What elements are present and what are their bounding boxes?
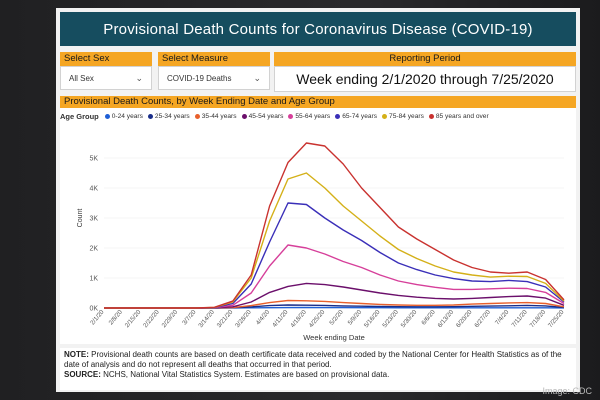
x-tick-label: 2/22/20 — [142, 308, 161, 329]
legend-label: 65-74 years — [342, 112, 378, 120]
x-tick-label: 6/20/20 — [455, 308, 474, 329]
legend-item[interactable]: 45-54 years — [241, 112, 284, 120]
chart-panel: Provisional Death Counts, by Week Ending… — [60, 96, 576, 344]
y-axis-label: Count — [77, 209, 84, 228]
dashboard-title: Provisional Death Counts for Coronavirus… — [60, 12, 576, 46]
reporting-period-value[interactable]: Week ending 2/1/2020 through 7/25/2020 — [274, 66, 576, 92]
x-tick-label: 7/18/20 — [528, 308, 547, 329]
y-tick-label: 2K — [89, 246, 98, 253]
y-tick-label: 4K — [89, 186, 98, 193]
x-tick-label: 7/25/20 — [547, 308, 566, 329]
x-tick-label: 4/11/20 — [271, 308, 290, 328]
legend-label: 75-84 years — [389, 112, 424, 120]
series-line-6 — [104, 202, 565, 309]
x-tick-label: 3/21/20 — [216, 308, 235, 329]
note-line: NOTE: Provisional death counts are based… — [64, 350, 572, 370]
x-tick-label: 5/2/20 — [328, 308, 345, 326]
y-tick-label: 3K — [89, 216, 98, 223]
select-sex-label: Select Sex — [60, 52, 152, 66]
legend-dot-icon — [288, 113, 294, 119]
legend-item[interactable]: 65-74 years — [335, 113, 377, 120]
legend-dot-icon — [147, 113, 153, 119]
select-sex-dropdown[interactable]: All Sex ⌄ — [60, 66, 152, 90]
x-tick-label: 5/30/20 — [400, 308, 419, 329]
legend-item[interactable]: 85 years and over — [428, 112, 489, 120]
y-tick-label: 1K — [89, 276, 98, 283]
dashboard-screen: Provisional Death Counts for Coronavirus… — [56, 8, 580, 392]
x-tick-label: 5/16/20 — [363, 308, 382, 329]
select-measure-dropdown[interactable]: COVID-19 Deaths ⌄ — [158, 66, 270, 90]
chart-title: Provisional Death Counts, by Week Ending… — [60, 96, 576, 108]
legend-dot-icon — [241, 113, 247, 119]
image-credit: Image: CDC — [542, 386, 592, 396]
legend-item[interactable]: 0-24 years — [104, 112, 143, 120]
legend-item[interactable]: 25-34 years — [147, 112, 190, 120]
legend-label: 0-24 years — [111, 112, 143, 120]
legend-item[interactable]: 35-44 years — [194, 112, 237, 120]
x-tick-label: 6/6/20 — [420, 308, 437, 326]
legend-label: 85 years and over — [435, 112, 489, 120]
x-tick-label: 4/18/20 — [289, 308, 308, 329]
x-tick-label: 5/23/20 — [381, 308, 400, 329]
legend-label: 45-54 years — [248, 112, 284, 120]
select-measure-value: COVID-19 Deaths — [167, 73, 232, 83]
source-line: SOURCE: NCHS, National Vital Statistics … — [64, 370, 572, 380]
chart-notes: NOTE: Provisional death counts are based… — [60, 348, 576, 390]
x-tick-label: 5/9/20 — [347, 308, 364, 326]
legend-dot-icon — [335, 113, 341, 119]
source-text: NCHS, National Vital Statistics System. … — [100, 370, 390, 379]
legend-item[interactable]: 75-84 years — [382, 113, 424, 120]
x-tick-label: 4/4/20 — [255, 308, 272, 326]
dashboard-title-text: Provisional Death Counts for Coronavirus… — [103, 20, 533, 38]
x-tick-label: 3/28/20 — [234, 308, 253, 329]
chevron-down-icon: ⌄ — [135, 73, 143, 83]
legend-label: 35-44 years — [201, 112, 237, 120]
x-tick-label: 3/14/20 — [197, 308, 216, 329]
x-tick-label: 7/4/20 — [494, 308, 511, 326]
x-tick-label: 2/29/20 — [160, 308, 179, 329]
chart-legend: Age Group 0-24 years 25-34 years 35-44 yea… — [60, 110, 576, 122]
series-line-3 — [104, 299, 565, 309]
x-tick-label: 7/11/20 — [510, 308, 529, 328]
note-label: NOTE: — [64, 350, 89, 359]
x-tick-label: 2/8/20 — [108, 308, 125, 326]
legend-label: 25-34 years — [154, 112, 190, 120]
series-line-7 — [104, 172, 565, 309]
chevron-down-icon: ⌄ — [253, 73, 261, 83]
legend-dot-icon — [382, 113, 388, 119]
y-tick-label: 5K — [89, 156, 98, 163]
legend-dot-icon — [194, 113, 200, 119]
select-sex-value: All Sex — [69, 73, 94, 83]
note-text: Provisional death counts are based on de… — [64, 350, 562, 369]
reporting-period-label: Reporting Period — [274, 52, 576, 66]
legend-dot-icon — [428, 113, 434, 119]
legend-title: Age Group — [60, 111, 99, 121]
legend-dot-icon — [104, 113, 110, 119]
legend-item[interactable]: 55-64 years — [288, 113, 330, 120]
x-tick-label: 3/7/20 — [181, 308, 198, 326]
x-tick-label: 4/25/20 — [308, 308, 327, 329]
source-label: SOURCE: — [64, 370, 101, 379]
x-tick-label: 6/13/20 — [436, 308, 455, 329]
y-tick-label: 0K — [89, 306, 98, 313]
x-tick-label: 2/15/20 — [124, 308, 143, 329]
x-tick-label: 6/27/20 — [473, 308, 492, 329]
x-axis-label: Week ending Date — [303, 333, 365, 342]
series-line-4 — [104, 282, 565, 309]
series-line-8 — [104, 142, 565, 309]
legend-label: 55-64 years — [295, 112, 331, 120]
select-measure-label: Select Measure — [158, 52, 270, 66]
